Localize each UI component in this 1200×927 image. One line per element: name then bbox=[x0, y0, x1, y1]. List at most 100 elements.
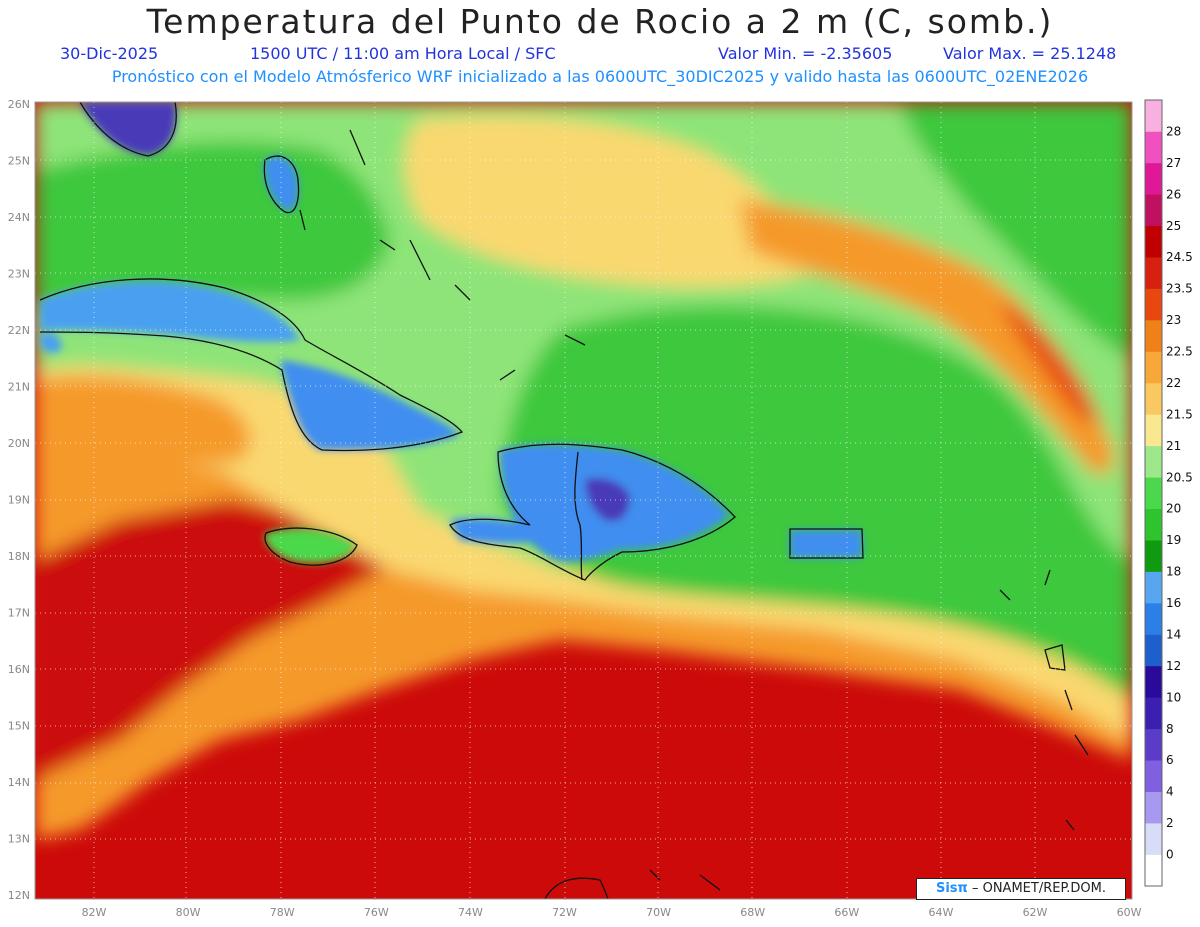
bahamas-islands bbox=[299, 129, 586, 381]
lat-label: 20N bbox=[8, 437, 30, 450]
forecast-date: 30-Dic-2025 bbox=[60, 44, 159, 63]
colorbar-label: 0 bbox=[1166, 848, 1174, 862]
credit-box: Sisπ – ONAMET/REP.DOM. bbox=[916, 878, 1126, 900]
lon-label: 72W bbox=[552, 906, 577, 919]
jamaica-land bbox=[265, 528, 355, 564]
colorbar-label: 8 bbox=[1166, 722, 1174, 736]
lat-label: 25N bbox=[8, 155, 30, 168]
colorbar-label: 22.5 bbox=[1166, 345, 1193, 359]
west-red-region bbox=[35, 500, 400, 780]
colorbar-label: 10 bbox=[1166, 690, 1181, 704]
andros-coastline bbox=[263, 155, 300, 214]
isle-of-youth-land bbox=[40, 333, 62, 354]
longitude-labels: 82W 80W 78W 76W 74W 72W 70W 68W 66W 64W 62W 60W bbox=[82, 906, 1142, 919]
colorbar-swatch bbox=[1145, 414, 1162, 447]
lat-label: 18N bbox=[8, 550, 30, 563]
colorbar-swatch bbox=[1145, 603, 1162, 635]
lat-label: 19N bbox=[8, 494, 30, 507]
green-north-region bbox=[35, 141, 390, 310]
colorbar-label: 23.5 bbox=[1166, 282, 1193, 296]
lat-label: 13N bbox=[8, 833, 30, 846]
colorbar-swatch bbox=[1145, 162, 1162, 195]
sispi-logo: Sisπ bbox=[935, 881, 968, 896]
colorbar-swatch bbox=[1145, 854, 1162, 887]
forecast-note: Pronóstico con el Modelo Atmósferico WRF… bbox=[111, 67, 1089, 86]
colorbar-label: 4 bbox=[1166, 785, 1174, 799]
colorbar-swatch bbox=[1145, 823, 1162, 855]
colorbar-frame bbox=[1144, 99, 1163, 887]
colorbar-swatch bbox=[1145, 194, 1162, 227]
colorbar-label: 22 bbox=[1166, 376, 1181, 390]
northeast-orange-ridge bbox=[740, 200, 1114, 474]
colorbar-swatch bbox=[1145, 665, 1162, 698]
colorbar-swatch bbox=[1145, 540, 1162, 572]
lat-label: 21N bbox=[8, 381, 30, 394]
lat-label: 12N bbox=[8, 889, 30, 902]
colorbar-label: 6 bbox=[1166, 753, 1174, 767]
cuba-east-land bbox=[280, 360, 460, 450]
colorbar-label: 27 bbox=[1166, 156, 1181, 170]
colorbar-swatch bbox=[1145, 445, 1162, 478]
colorbar-label: 24.5 bbox=[1166, 250, 1193, 264]
lon-label: 68W bbox=[740, 906, 765, 919]
colorbar-swatch bbox=[1145, 257, 1162, 289]
colorbar-swatch bbox=[1145, 791, 1162, 824]
colorbar-label: 21.5 bbox=[1166, 407, 1193, 421]
lon-label: 80W bbox=[176, 906, 201, 919]
florida-coastline bbox=[79, 102, 177, 157]
coastlines bbox=[39, 102, 1089, 899]
lon-label: 74W bbox=[458, 906, 483, 919]
cuba-west-land bbox=[40, 281, 300, 343]
lon-label: 66W bbox=[834, 906, 859, 919]
lat-label: 26N bbox=[8, 98, 30, 111]
colorbar-swatch bbox=[1145, 477, 1162, 510]
green-northeast-region bbox=[900, 102, 1132, 360]
lat-label: 17N bbox=[8, 607, 30, 620]
min-value: Valor Min. = -2.35605 bbox=[718, 44, 893, 63]
max-value: Valor Max. = 25.1248 bbox=[943, 44, 1117, 63]
hispaniola-coastline bbox=[449, 443, 736, 581]
bahamas-andros-land bbox=[264, 156, 299, 211]
haiti-peninsula-land bbox=[450, 518, 560, 544]
lon-label: 64W bbox=[928, 906, 953, 919]
map-field bbox=[35, 102, 1132, 899]
colorbar-swatch bbox=[1145, 382, 1162, 415]
north-yellow-ridge bbox=[405, 116, 820, 287]
map-frame bbox=[34, 101, 1133, 900]
forecast-time: 1500 UTC / 11:00 am Hora Local / SFC bbox=[250, 44, 556, 63]
haiti-dr-border bbox=[574, 451, 583, 581]
lat-label: 16N bbox=[8, 663, 30, 676]
colorbar-label: 2 bbox=[1166, 816, 1174, 830]
lon-label: 78W bbox=[270, 906, 295, 919]
latitude-labels: 26N 25N 24N 23N 22N 21N 20N 19N 18N 17N 16N 15N 14N 1… bbox=[8, 98, 30, 902]
colorbar-swatch bbox=[1145, 728, 1162, 761]
colorbar-swatch bbox=[1145, 351, 1162, 384]
colorbar-swatch bbox=[1145, 320, 1162, 352]
lat-label: 23N bbox=[8, 268, 30, 281]
colorbar-swatch bbox=[1145, 571, 1162, 604]
colorbar-swatch bbox=[1145, 288, 1162, 321]
map-title: Temperatura del Punto de Rocio a 2 m (C,… bbox=[146, 2, 1054, 41]
colorbar-label: 28 bbox=[1166, 124, 1181, 138]
colorbar-swatch bbox=[1145, 225, 1162, 258]
lon-label: 70W bbox=[646, 906, 671, 919]
green-ocean-region bbox=[500, 306, 1132, 700]
credit-text: – ONAMET/REP.DOM. bbox=[971, 881, 1106, 896]
colorbar-label: 20 bbox=[1166, 502, 1181, 516]
colorbar-swatch bbox=[1145, 508, 1162, 541]
colorbar-swatch bbox=[1145, 634, 1162, 667]
west-orange-region bbox=[35, 376, 251, 470]
puerto-rico-land bbox=[790, 530, 862, 558]
florida-region bbox=[80, 102, 177, 155]
northeast-red-spot bbox=[1000, 300, 1100, 423]
hispaniola-peak bbox=[585, 478, 630, 522]
puerto-rico-coastline bbox=[789, 528, 864, 559]
south-america-coast bbox=[544, 869, 721, 899]
colorbar-label: 14 bbox=[1166, 627, 1181, 641]
colorbar-label: 20.5 bbox=[1166, 470, 1193, 484]
cuba-coastline bbox=[39, 278, 464, 452]
colorbar-swatch bbox=[1145, 760, 1162, 792]
colorbar-swatch bbox=[1145, 100, 1162, 132]
lon-label: 76W bbox=[364, 906, 389, 919]
